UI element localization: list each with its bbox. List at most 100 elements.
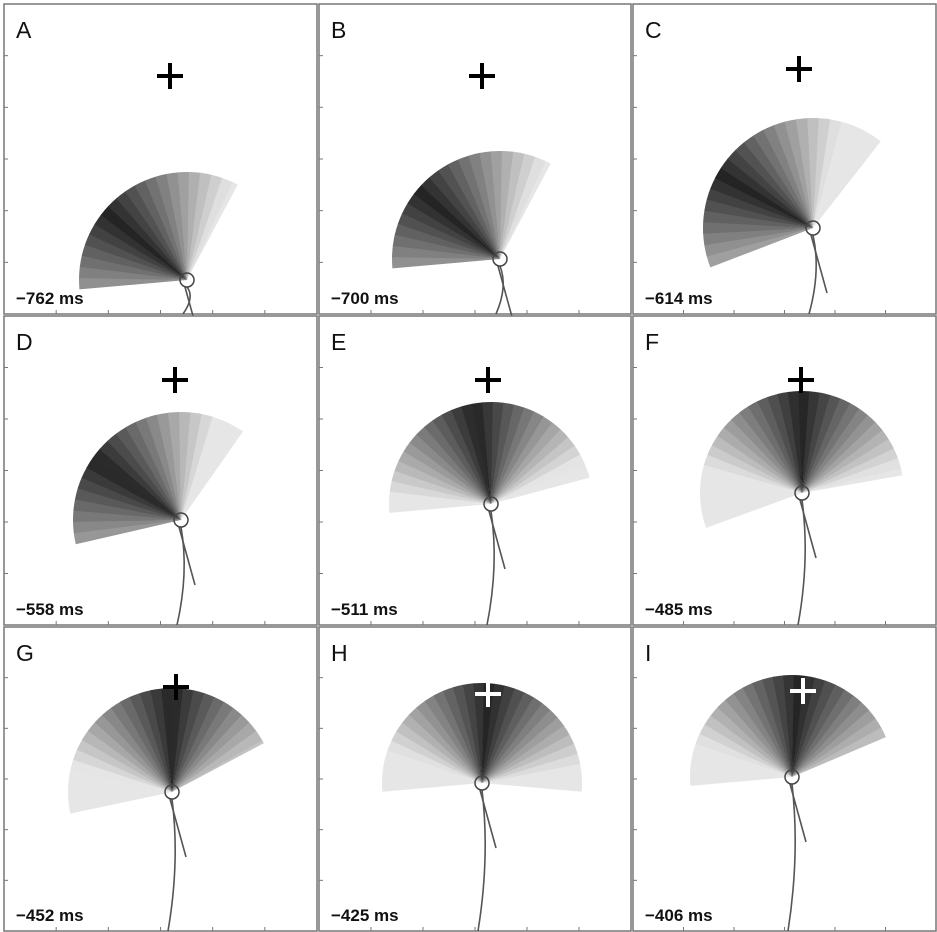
fan-wedge [720, 158, 813, 228]
fan-wedge [792, 689, 855, 777]
fan-wedge [116, 426, 181, 520]
fan-wedge [490, 151, 503, 259]
stem-segment [799, 499, 817, 559]
fan-wedge [100, 205, 187, 280]
fan-wedge [491, 437, 576, 504]
fan-wedge [717, 699, 792, 777]
fan-wedge [482, 703, 551, 783]
fan-wedge [68, 792, 172, 814]
fan-wedge [752, 679, 792, 777]
fan-wedge [491, 411, 545, 504]
fan-wedge [408, 706, 482, 783]
fan-wedge [783, 675, 795, 777]
stem-segment [479, 789, 497, 849]
fan-wedge [763, 124, 813, 228]
fan-wedge [172, 707, 243, 792]
pivot [164, 784, 180, 800]
fan-wedge [457, 155, 500, 259]
fan-wedge [742, 682, 792, 777]
fan-wedge [89, 223, 187, 280]
fan-wedge [99, 440, 181, 520]
pivot [474, 775, 490, 791]
fan-wedge [482, 743, 578, 783]
fan-wedge [695, 733, 792, 777]
fan-wedge [125, 421, 181, 520]
fan-wedge [387, 739, 482, 783]
fan-wedge [482, 717, 565, 783]
fan-wedge [753, 129, 813, 228]
fan-wedge [784, 119, 813, 228]
fan-wedge [394, 222, 500, 259]
fan-wedge [767, 393, 802, 493]
fan-wedge [482, 402, 494, 504]
fan-wedge [710, 706, 792, 777]
fan-wedge [416, 700, 482, 783]
fan-wedge [172, 722, 257, 792]
fan-wedge [441, 409, 491, 504]
fan-wedge [703, 453, 802, 493]
fan-wedge [700, 493, 802, 508]
fan-wedge [73, 748, 172, 792]
fan-wedge [402, 202, 500, 259]
fan-wedge [389, 501, 491, 513]
fan-wedge [172, 690, 205, 792]
fan-wedge [409, 433, 491, 504]
fan-wedge [391, 469, 491, 504]
stem-segment [810, 234, 828, 294]
fan-wedge [403, 441, 491, 504]
panel: D −558 ms [3, 315, 318, 626]
panel-letter: A [16, 17, 32, 43]
fan-wedge [384, 749, 482, 783]
fan-wedge [482, 725, 570, 783]
fan-wedge [491, 464, 589, 504]
fan-wedge [187, 182, 238, 280]
fan-wedge [807, 117, 820, 228]
time-label: −406 ms [645, 906, 713, 925]
fan-wedge [704, 228, 813, 257]
fan-wedge [94, 214, 187, 280]
panel-letter: D [16, 329, 33, 355]
fan-wedge [707, 444, 802, 493]
fan-wedge [717, 426, 802, 493]
fan-wedge [813, 135, 881, 228]
fan-wedge [482, 709, 559, 783]
fan-wedge [150, 688, 172, 792]
fan-wedge [107, 433, 181, 520]
fan-wedge [798, 391, 811, 493]
fan-wedge [479, 151, 500, 259]
fan-wedge [134, 180, 187, 280]
fan-wedge [172, 714, 250, 792]
fan-wedge [772, 675, 792, 777]
fan-wedge [125, 185, 187, 280]
fan-wedge [73, 520, 181, 545]
fan-wedge [802, 394, 842, 493]
fan-wedge [743, 135, 813, 228]
fan-wedge [442, 687, 482, 783]
panel: B −700 ms [318, 3, 632, 325]
fan-wedge [432, 414, 491, 504]
fan-wedge [692, 742, 792, 777]
stem [182, 286, 191, 315]
panel-letter: C [645, 17, 662, 43]
fan-wedge [181, 420, 235, 520]
fan-wedge [108, 197, 187, 280]
fan-wedge [452, 684, 482, 783]
fan-wedge [792, 695, 863, 777]
fan-wedge [491, 445, 581, 504]
fan-wedge [471, 402, 491, 504]
fan-wedge [802, 408, 869, 493]
fan-wedge [482, 697, 543, 783]
fan-wedge [424, 419, 491, 504]
fan-wedge [787, 391, 802, 493]
fan-wedge [699, 723, 792, 777]
fan-wedge [429, 169, 500, 259]
fan-wedge [461, 403, 491, 504]
fan-wedge [731, 412, 802, 493]
fan-wedge [733, 687, 792, 777]
fan-wedge [87, 721, 172, 792]
fan-wedge [700, 484, 802, 497]
time-label: −425 ms [331, 906, 399, 925]
fan-wedge [723, 419, 802, 493]
fan-wedge [727, 149, 813, 228]
fan-wedge [482, 734, 575, 783]
